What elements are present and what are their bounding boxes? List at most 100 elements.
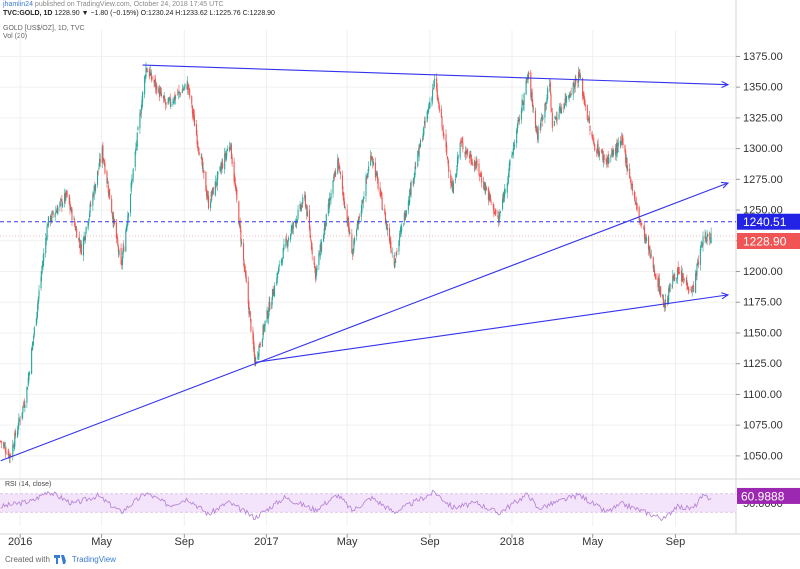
candle-body [167, 98, 169, 105]
candle-body [353, 240, 355, 251]
candle-body [559, 106, 561, 113]
candle-body [27, 377, 29, 386]
candle-body [162, 95, 165, 99]
candle-body [380, 192, 382, 194]
level-price-tag-bg [737, 213, 800, 230]
candle-body [645, 234, 647, 241]
candle-body [18, 417, 20, 426]
candle-body [276, 273, 278, 283]
price-tick-label: 1125.00 [743, 358, 782, 370]
candle-body [696, 264, 698, 276]
candle-body [31, 344, 33, 351]
candle-body [617, 142, 619, 147]
candle-body [479, 174, 481, 176]
candle-body [417, 150, 420, 155]
candle-body [107, 185, 109, 193]
candle-body [438, 104, 440, 111]
candle-body [278, 264, 280, 268]
candle-body [611, 150, 613, 156]
candle-body [103, 163, 105, 165]
candle-body [709, 241, 711, 243]
candle-body [57, 207, 59, 215]
candle-body [71, 208, 73, 220]
candle-body [413, 172, 415, 179]
candle-body [650, 254, 652, 257]
candle-body [187, 82, 189, 90]
candle-body [707, 233, 709, 236]
candle-body [616, 142, 618, 152]
candle-body [497, 215, 499, 218]
candle-body [314, 267, 317, 279]
candle-body [125, 230, 127, 252]
candle-body [155, 84, 157, 86]
candle-body [286, 242, 288, 246]
candle-body [60, 199, 62, 201]
candle-body [669, 283, 671, 292]
price-axis: 1375.00 1350.00 1325.00 1300.00 1275.00 1250.… [736, 51, 800, 510]
candle-body [118, 250, 120, 255]
candle-body [636, 203, 638, 210]
candle-body [431, 97, 433, 102]
candle-body [329, 199, 331, 201]
candle-body [542, 117, 544, 120]
candle-body [84, 236, 86, 239]
candle-body [353, 238, 356, 243]
candle-body [668, 287, 670, 292]
candle-body [55, 211, 57, 214]
candle-body [197, 147, 200, 151]
candle-body [283, 244, 285, 250]
price-tick-label: 1050.00 [743, 450, 783, 462]
candle-body [28, 372, 30, 381]
publisher-user-link[interactable]: jhamlin24 [3, 1, 33, 8]
trendline-arrowhead [721, 80, 730, 89]
price-tick-label: 1350.00 [743, 82, 783, 94]
series-legend[interactable]: GOLD [US$/OZ], 1D, TVC [3, 25, 85, 32]
candle-body [219, 166, 221, 171]
candle-body [580, 77, 582, 79]
candle-body [208, 195, 210, 209]
candle-body [652, 256, 654, 269]
candle-body [315, 269, 317, 277]
candle-body [173, 96, 175, 104]
rsi-legend[interactable]: RSI (14, close) [5, 481, 52, 488]
candle-body [668, 288, 670, 301]
candle-body [316, 265, 318, 272]
candle-body [625, 157, 627, 163]
candle-body [600, 150, 602, 152]
candle-body [574, 79, 576, 87]
candle-body [584, 98, 586, 106]
volume-legend[interactable]: Vol (20) [3, 33, 28, 40]
tradingview-brand-link[interactable]: TradingView [71, 555, 116, 564]
candle-body [399, 231, 401, 233]
candle-body [254, 355, 256, 366]
candle-body [337, 159, 339, 174]
time-tick-label: 2016 [8, 536, 32, 548]
candle-body [569, 94, 571, 98]
candle-body [697, 261, 699, 266]
candle-body [69, 201, 71, 209]
candle-body [358, 217, 360, 225]
candle-body [247, 281, 249, 304]
candle-body [296, 219, 298, 221]
candle-body [650, 256, 652, 257]
candle-body [390, 241, 392, 251]
candle-body [269, 302, 271, 310]
candle-body [567, 95, 570, 97]
candle-body [512, 152, 514, 154]
candle-body [192, 111, 194, 116]
candle-body [497, 216, 500, 221]
candle-body [367, 173, 369, 177]
candle-body [22, 406, 24, 413]
candle-body [112, 216, 114, 223]
candle-body [178, 90, 180, 92]
candle-body [92, 194, 95, 197]
candle-body [404, 213, 406, 219]
candle-body [257, 354, 259, 356]
candle-body [508, 163, 510, 172]
candle-body [253, 338, 255, 349]
candle-body [676, 278, 678, 282]
candle-body [695, 273, 697, 293]
candle-body [673, 277, 675, 281]
candle-body [638, 207, 640, 220]
